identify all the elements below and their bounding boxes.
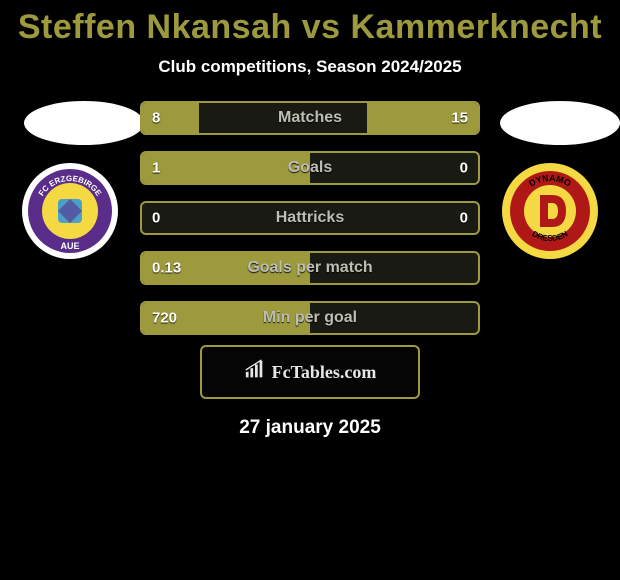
main-area: FC ERZGEBIRGE AUE DYNAMO	[0, 101, 620, 341]
bar-left-fill	[142, 153, 310, 183]
bar-chart-icon	[244, 359, 266, 386]
stat-row: 0.13Goals per match	[140, 251, 480, 285]
stat-label: Hattricks	[142, 209, 478, 227]
right-club-logo: DYNAMO DRESDEN	[500, 161, 600, 261]
branding-text: FcTables.com	[272, 362, 377, 383]
stat-value-left: 0.13	[152, 260, 181, 277]
stat-value-left: 0	[152, 210, 160, 227]
subtitle: Club competitions, Season 2024/2025	[0, 57, 620, 77]
left-oval	[24, 101, 144, 145]
stat-value-right: 0	[460, 160, 468, 177]
stat-value-left: 8	[152, 110, 160, 127]
stat-row: 720Min per goal	[140, 301, 480, 335]
comparison-infographic: Steffen Nkansah vs Kammerknecht Club com…	[0, 0, 620, 580]
stat-value-right: 15	[451, 110, 468, 127]
svg-text:AUE: AUE	[60, 241, 79, 251]
stat-bars: 815Matches10Goals00Hattricks0.13Goals pe…	[140, 101, 480, 351]
left-club-logo: FC ERZGEBIRGE AUE	[20, 161, 120, 261]
dynamo-dresden-badge: DYNAMO DRESDEN	[500, 161, 600, 261]
stat-row: 10Goals	[140, 151, 480, 185]
bar-left-fill	[142, 103, 199, 133]
erzgebirge-aue-badge: FC ERZGEBIRGE AUE	[20, 161, 120, 261]
branding-box: FcTables.com	[200, 345, 420, 399]
stat-value-right: 0	[460, 210, 468, 227]
stat-value-left: 1	[152, 160, 160, 177]
date-text: 27 january 2025	[0, 417, 620, 439]
stat-row: 815Matches	[140, 101, 480, 135]
stat-row: 0 0Hattricks	[140, 201, 480, 235]
stat-value-left: 720	[152, 310, 177, 327]
right-oval	[500, 101, 620, 145]
page-title: Steffen Nkansah vs Kammerknecht	[0, 0, 620, 47]
